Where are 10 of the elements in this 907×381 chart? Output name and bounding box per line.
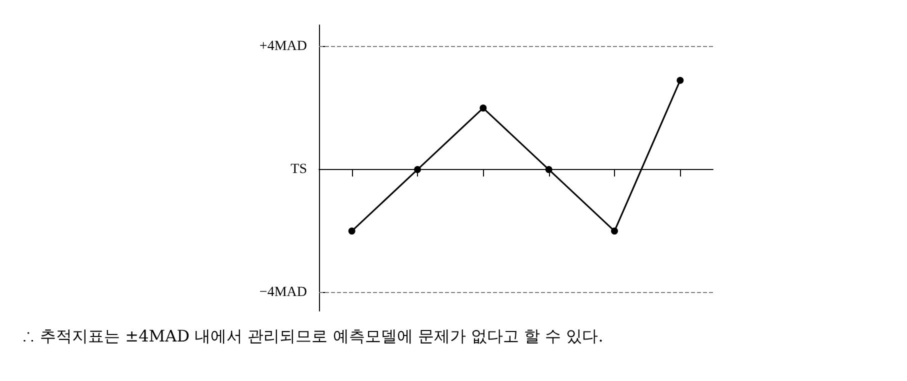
point bbox=[414, 166, 421, 174]
point bbox=[611, 228, 618, 235]
y-tick-label: −4MAD bbox=[259, 285, 307, 300]
point bbox=[676, 76, 684, 84]
text: ∴ 추적지표는 ±4MAD 내에서 관리되므로 예측모델에 문제가 없다고 할 수 있다. bbox=[22, 326, 604, 346]
point bbox=[545, 166, 552, 174]
point bbox=[480, 104, 487, 112]
point bbox=[348, 228, 356, 235]
y-tick-label: TS bbox=[290, 162, 307, 178]
y-tick-label: +4MAD bbox=[259, 39, 307, 54]
